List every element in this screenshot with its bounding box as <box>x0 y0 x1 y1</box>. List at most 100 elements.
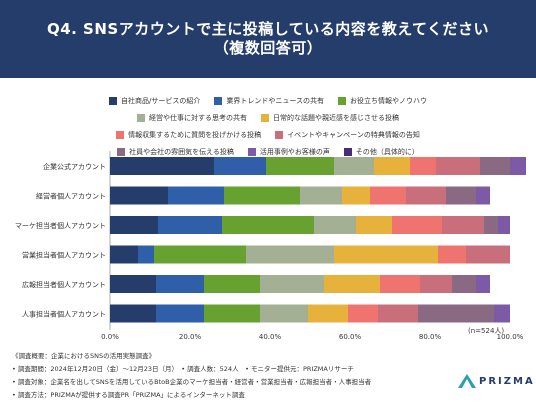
legend-label: 社員や会社の雰囲気を伝える投稿 <box>129 147 234 156</box>
bar-segment <box>334 157 374 175</box>
bar-segment <box>110 275 156 293</box>
bar-segment <box>466 245 510 264</box>
legend-swatch <box>338 96 346 105</box>
bar-segment <box>410 157 436 175</box>
legend-label: お役立ち情報やノウハウ <box>350 96 427 105</box>
legend-row: 社員や会社の雰囲気を伝える投稿 活用事例やお客様の声 その他（具体的に） <box>0 146 536 157</box>
header-banner <box>0 0 536 78</box>
bar-segment <box>204 304 260 323</box>
bar-segment <box>380 275 420 293</box>
legend-item: イベントやキャンペーンの特典情報の告知 <box>275 130 420 140</box>
legend-row: 経営や仕事に対する思考の共有 日常的な話題や親近感を感じさせる投稿 <box>0 112 536 123</box>
legend-item: 自社商品/サービスの紹介 <box>108 96 200 106</box>
prizma-logo: PRIZMA <box>458 374 535 388</box>
prizma-logo-text: PRIZMA <box>479 375 535 387</box>
bar-segment <box>476 275 490 293</box>
bar-segment <box>484 216 498 234</box>
note-line-1: • 調査期間：2024年12月20日（金）〜12月23日（月） • 調査人数：5… <box>12 365 354 373</box>
prizma-logo-icon <box>458 374 476 388</box>
sample-size-label: (n=524人) <box>468 327 505 335</box>
note-line-3: • 調査方法：PRIZMAが提供する調査PR「PRIZMA」によるインターネット… <box>12 391 245 399</box>
legend-item: 社員や会社の雰囲気を伝える投稿 <box>117 147 234 157</box>
bar-segment <box>266 157 334 175</box>
legend-label: その他（具体的に） <box>355 147 419 156</box>
bar-segment <box>214 157 266 175</box>
legend-swatch <box>275 130 284 139</box>
bar-segment <box>324 275 380 293</box>
bar-segment <box>334 245 438 264</box>
x-tick-label: 80.0% <box>419 333 442 341</box>
legend-item: 経営や仕事に対する思考の共有 <box>137 113 247 123</box>
legend-row: 自社商品/サービスの紹介 業界トレンドやニュースの共有 お役立ち情報やノウハウ <box>0 95 536 106</box>
title-line-1: Q4. SNSアカウントで主に投稿している内容を教えてください <box>46 20 490 38</box>
bar-segment <box>510 157 526 175</box>
note-line-2: • 調査対象：企業名を出してSNSを活用しているBtoB企業のマーケ担当者・経営… <box>12 378 372 386</box>
legend-item: 情報収集するために質問を投げかける投稿 <box>116 130 261 140</box>
bar-segment <box>110 216 158 234</box>
bar-segment <box>392 216 442 234</box>
category-label: 経営者個人アカウント <box>36 192 106 201</box>
x-tick-label: 60.0% <box>339 333 362 341</box>
bar-segment <box>110 304 156 323</box>
bar-segment <box>420 275 452 293</box>
bar-segment <box>300 186 342 205</box>
legend-swatch <box>343 147 352 156</box>
bar-segment <box>370 186 406 205</box>
bar-segment <box>476 186 490 205</box>
bar-segment <box>374 157 410 175</box>
category-label: 広報担当者個人アカウント <box>22 280 106 289</box>
legend-item: お役立ち情報やノウハウ <box>338 96 427 106</box>
x-tick-label: 100.0% <box>497 333 524 341</box>
legend-swatch <box>247 147 256 156</box>
legend-label: 経営や仕事に対する思考の共有 <box>149 113 247 122</box>
legend-label: 日常的な話題や親近感を感じさせる投稿 <box>273 113 399 122</box>
bar-segment <box>446 186 476 205</box>
legend-item: 活用事例やお客様の声 <box>247 147 330 157</box>
legend-row: 情報収集するために質問を投げかける投稿 イベントやキャンペーンの特典情報の告知 <box>0 129 536 140</box>
legend-item: その他（具体的に） <box>343 147 419 157</box>
note-line-0: 《調査概要：企業におけるSNSの活用実態調査》 <box>12 352 156 360</box>
bar-segment <box>156 275 204 293</box>
bar-segment <box>110 157 214 175</box>
bar-segment <box>168 186 224 205</box>
legend-item: 業界トレンドやニュースの共有 <box>214 96 324 106</box>
bar-segment <box>158 216 222 234</box>
bar-segment <box>356 216 392 234</box>
title-line-2: （複数回答可） <box>213 39 323 57</box>
bar-segment <box>110 245 138 264</box>
x-tick-label: 40.0% <box>259 333 282 341</box>
bar-segment <box>138 245 154 264</box>
x-tick-label: 20.0% <box>179 333 202 341</box>
category-label: 企業公式アカウント <box>43 162 106 171</box>
bar-segment <box>314 216 356 234</box>
bar-segment <box>438 245 466 264</box>
bar-segment <box>418 304 494 323</box>
legend-swatch <box>137 113 145 122</box>
legend: 自社商品/サービスの紹介 業界トレンドやニュースの共有 お役立ち情報やノウハウ経営や… <box>0 95 536 163</box>
legend-label: イベントやキャンペーンの特典情報の告知 <box>287 130 420 139</box>
legend-swatch <box>108 96 117 105</box>
bar-segment <box>494 304 510 323</box>
legend-label: 活用事例やお客様の声 <box>259 147 330 156</box>
bar-segment <box>452 275 476 293</box>
x-tick-label: 0.0% <box>101 333 119 341</box>
bar-segment <box>480 157 510 175</box>
category-label: マーケ担当者個人アカウント <box>15 221 106 230</box>
bar-segment <box>224 186 300 205</box>
bar-segment <box>260 304 308 323</box>
bar-segment <box>406 186 446 205</box>
legend-swatch <box>116 130 125 139</box>
bar-segment <box>498 216 510 234</box>
legend-item: 日常的な話題や親近感を感じさせる投稿 <box>261 113 399 123</box>
bar-segment <box>204 275 260 293</box>
category-label: 人事担当者個人アカウント <box>22 310 106 319</box>
legend-label: 業界トレンドやニュースの共有 <box>226 96 324 105</box>
bar-segment <box>308 304 348 323</box>
bar-segment <box>436 157 480 175</box>
category-label: 営業担当者個人アカウント <box>22 251 106 260</box>
bar-segment <box>260 275 324 293</box>
bar-segment <box>154 245 246 264</box>
bar-segment <box>342 186 370 205</box>
bar-segment <box>348 304 378 323</box>
